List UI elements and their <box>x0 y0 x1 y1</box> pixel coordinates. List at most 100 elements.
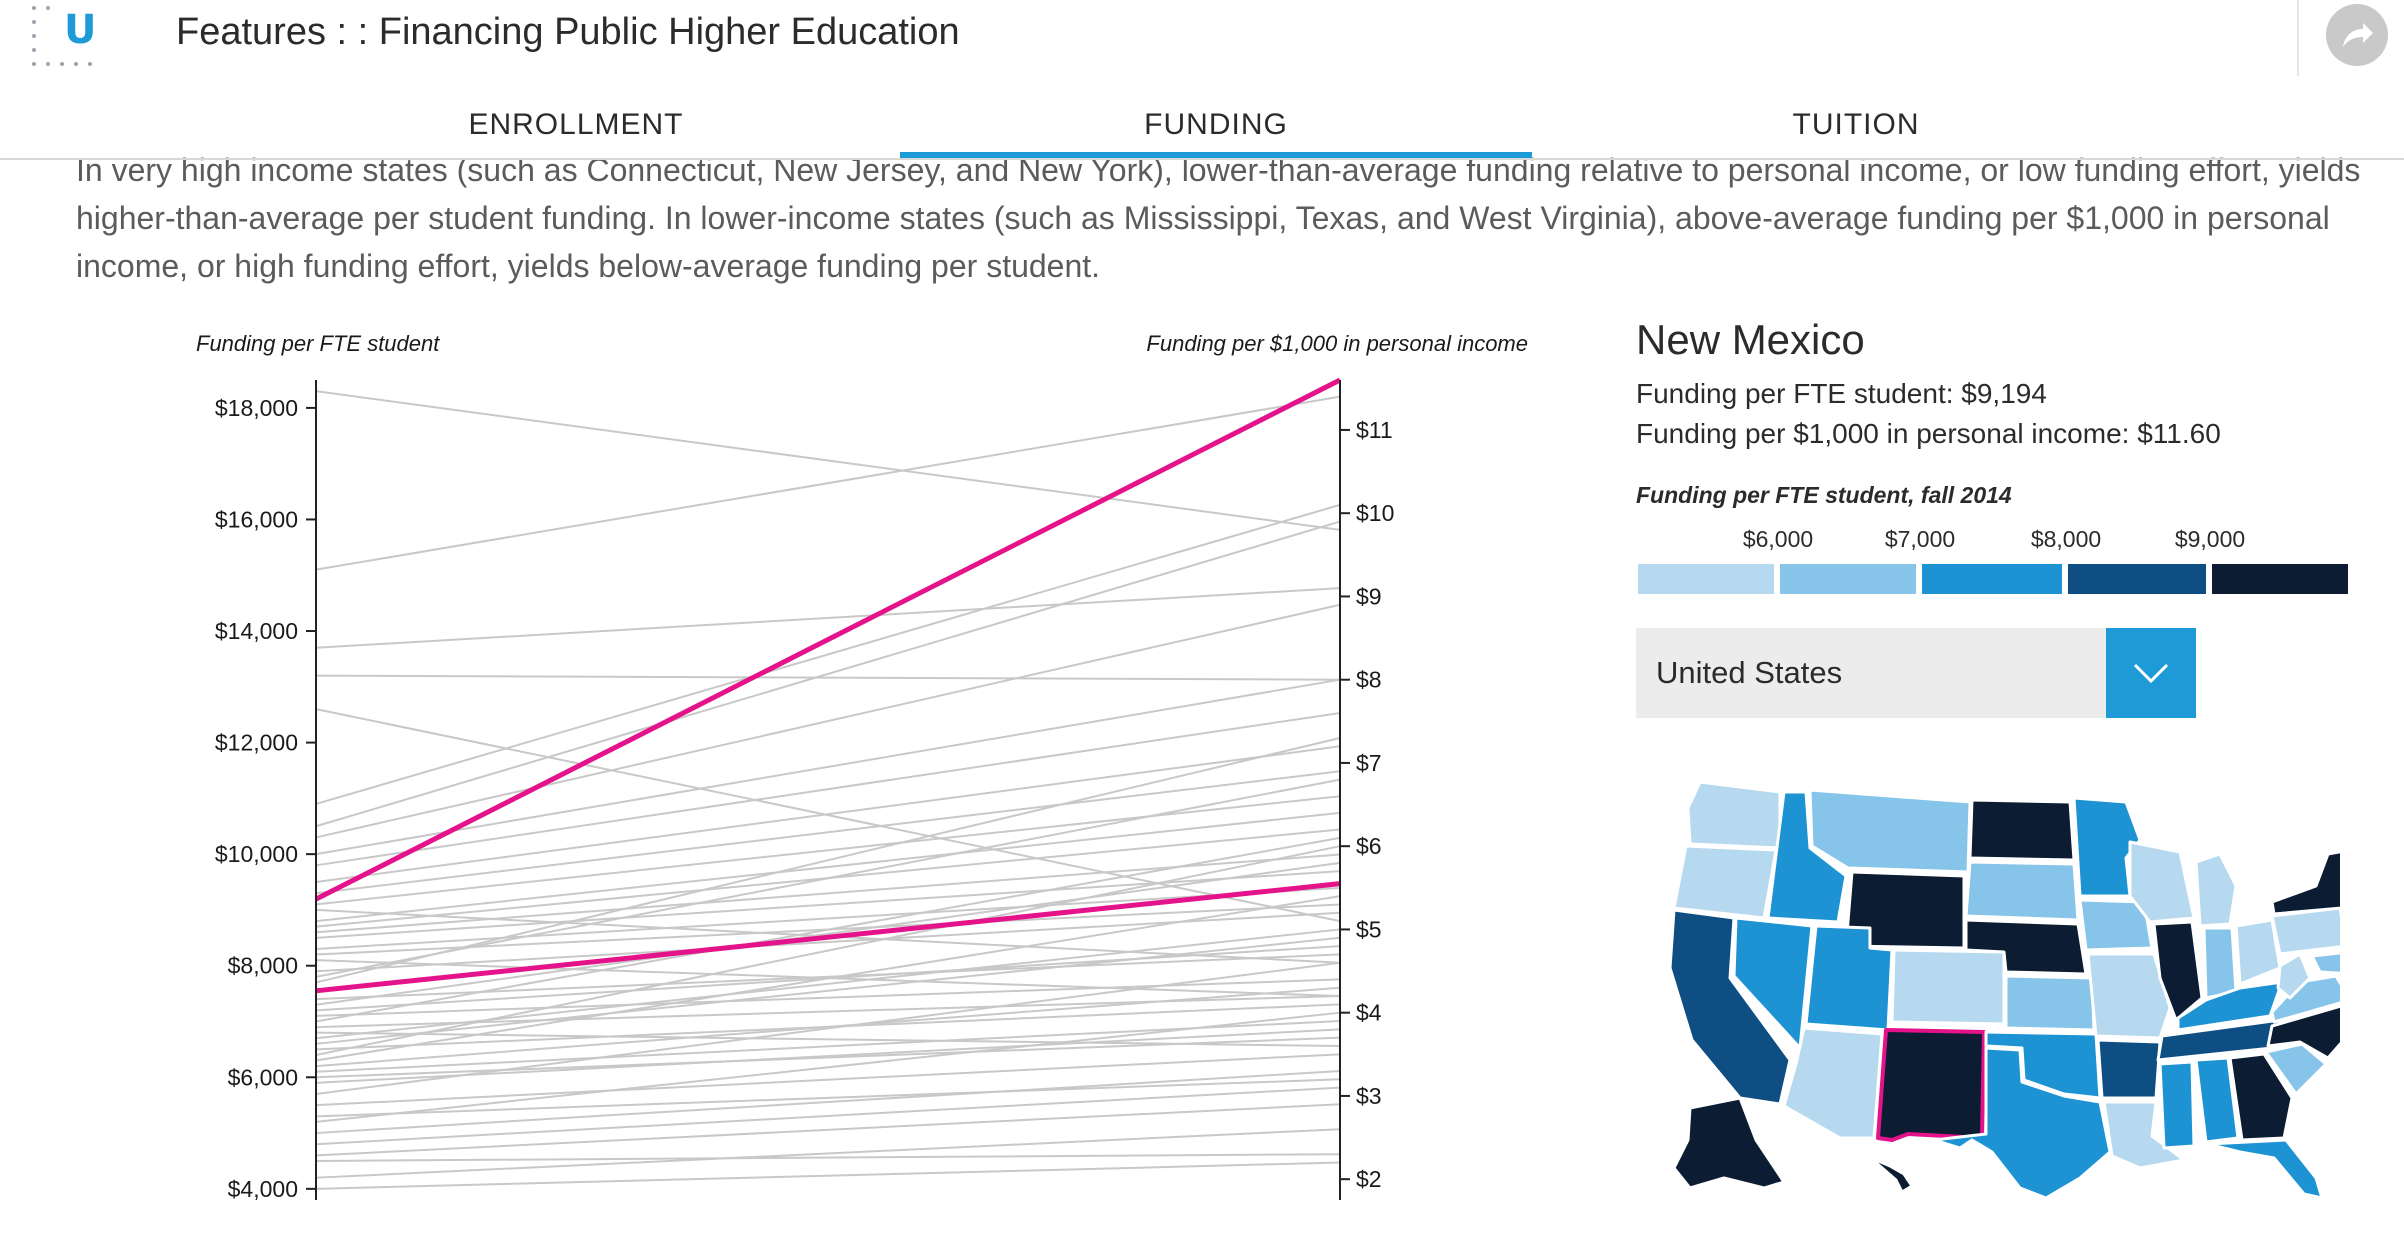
state-line[interactable] <box>315 603 1341 839</box>
highlighted-state-line[interactable] <box>314 377 1342 902</box>
map-state-new-mexico[interactable] <box>1876 1028 1986 1142</box>
map-state-new-york[interactable] <box>2270 850 2340 916</box>
map-state-north-carolina[interactable] <box>2266 1004 2340 1060</box>
tab-funding[interactable]: FUNDING <box>900 100 1532 160</box>
state-line[interactable] <box>315 1086 1341 1146</box>
state-line[interactable] <box>315 390 1341 531</box>
map-state-louisiana[interactable] <box>2102 1100 2186 1170</box>
map-state-north-dakota[interactable] <box>1968 798 2076 862</box>
state-line[interactable] <box>315 836 1341 1023</box>
tab-tuition[interactable]: TUITION <box>1640 100 2072 160</box>
tab-bar: ENROLLMENT FUNDING TUITION <box>0 100 2404 160</box>
legend-tick: $6,000 <box>1742 526 1814 552</box>
state-line[interactable] <box>315 986 1341 1068</box>
map-state-missouri[interactable] <box>2086 952 2172 1040</box>
state-line[interactable] <box>315 1161 1341 1190</box>
chevron-down-icon <box>2133 663 2169 684</box>
state-line[interactable] <box>315 520 1341 828</box>
map-state-wyoming[interactable] <box>1844 870 1966 950</box>
state-line[interactable] <box>315 1153 1341 1162</box>
right-axis-tick-label: $2 <box>1356 1166 1382 1192</box>
map-state-hawaii[interactable] <box>1848 1138 1914 1194</box>
state-line[interactable] <box>315 395 1341 571</box>
map-state-alabama[interactable] <box>2194 1056 2240 1144</box>
map-state-nebraska[interactable] <box>1964 918 2088 976</box>
map-state-idaho[interactable] <box>1766 790 1848 924</box>
tab-label: ENROLLMENT <box>468 108 684 141</box>
state-select[interactable]: United States <box>1636 628 2196 718</box>
selected-state-name: New Mexico <box>1636 316 1865 363</box>
state-line[interactable] <box>315 678 1341 856</box>
map-state-maryland[interactable] <box>2310 951 2340 975</box>
state-line[interactable] <box>315 1028 1341 1084</box>
map-state-washington[interactable] <box>1686 780 1782 850</box>
state-line[interactable] <box>315 1053 1341 1107</box>
map-state-california[interactable] <box>1668 908 1792 1106</box>
map-state-michigan[interactable] <box>2194 852 2238 928</box>
share-button[interactable] <box>2326 4 2388 66</box>
left-axis-tick-label: $10,000 <box>215 841 298 867</box>
state-line[interactable] <box>315 1128 1341 1179</box>
state-line[interactable] <box>315 1020 1341 1073</box>
state-line[interactable] <box>315 736 1341 984</box>
state-line[interactable] <box>315 811 1341 923</box>
right-axis-tick-label: $7 <box>1356 750 1382 776</box>
map-state-pennsylvania[interactable] <box>2270 906 2340 956</box>
state-line[interactable] <box>315 674 1341 681</box>
map-state-oklahoma[interactable] <box>1984 1030 2102 1100</box>
map-state-south-carolina[interactable] <box>2264 1042 2328 1096</box>
state-line[interactable] <box>315 1069 1341 1135</box>
state-line[interactable] <box>315 861 1341 1006</box>
state-line[interactable] <box>315 778 1341 978</box>
map-state-west-virginia[interactable] <box>2276 952 2312 1000</box>
state-line[interactable] <box>315 886 1341 950</box>
left-axis-tick-label: $6,000 <box>228 1064 298 1090</box>
left-axis-tick-label: $12,000 <box>215 730 298 756</box>
legend-swatch <box>2212 564 2348 594</box>
tab-enrollment[interactable]: ENROLLMENT <box>360 100 792 160</box>
map-state-montana[interactable] <box>1808 788 1972 874</box>
state-line[interactable] <box>315 712 1341 867</box>
map-state-georgia[interactable] <box>2228 1052 2294 1142</box>
map-state-texas[interactable] <box>1932 1046 2112 1198</box>
map-state-mississippi[interactable] <box>2158 1060 2196 1150</box>
map-state-illinois[interactable] <box>2152 920 2204 1022</box>
state-line[interactable] <box>315 845 1341 1056</box>
map-state-minnesota[interactable] <box>2072 796 2142 898</box>
map-state-arkansas[interactable] <box>2096 1038 2162 1100</box>
map-state-utah[interactable] <box>1804 924 1894 1032</box>
state-line[interactable] <box>315 1036 1341 1079</box>
state-line[interactable] <box>315 587 1341 649</box>
highlighted-state-line[interactable] <box>315 881 1341 994</box>
state-line[interactable] <box>315 745 1341 884</box>
stat-funding-per-fte: Funding per FTE student: $9,194 <box>1636 378 2047 409</box>
state-line[interactable] <box>315 1078 1341 1118</box>
state-line[interactable] <box>315 1011 1341 1123</box>
left-axis-tick-label: $16,000 <box>215 506 298 532</box>
map-state-oregon[interactable] <box>1672 844 1778 920</box>
state-line[interactable] <box>315 961 1341 1096</box>
map-state-indiana[interactable] <box>2202 926 2238 1000</box>
map-state-colorado[interactable] <box>1890 948 2006 1026</box>
map-state-florida[interactable] <box>2206 1138 2324 1198</box>
state-line[interactable] <box>315 870 1341 939</box>
map-state-arizona[interactable] <box>1782 1026 1884 1140</box>
state-line[interactable] <box>315 795 1341 906</box>
right-axis-tick-label: $9 <box>1356 583 1382 609</box>
map-state-wisconsin[interactable] <box>2128 840 2196 924</box>
map-state-south-dakota[interactable] <box>1964 860 2080 922</box>
tab-label: TUITION <box>1792 108 1920 141</box>
state-line[interactable] <box>315 770 1341 895</box>
state-line[interactable] <box>315 936 1341 1045</box>
map-state-tennessee[interactable] <box>2156 1018 2282 1062</box>
state-line[interactable] <box>315 503 1341 805</box>
select-arrow-button[interactable] <box>2106 628 2196 718</box>
site-logo[interactable]: U <box>30 2 110 68</box>
map-state-alaska[interactable] <box>1672 1096 1786 1190</box>
state-line[interactable] <box>315 1103 1341 1157</box>
state-line[interactable] <box>315 895 1341 1062</box>
left-axis-title: Funding per FTE student <box>196 331 440 356</box>
map-state-iowa[interactable] <box>2078 898 2154 952</box>
map-state-kansas[interactable] <box>2004 974 2096 1032</box>
